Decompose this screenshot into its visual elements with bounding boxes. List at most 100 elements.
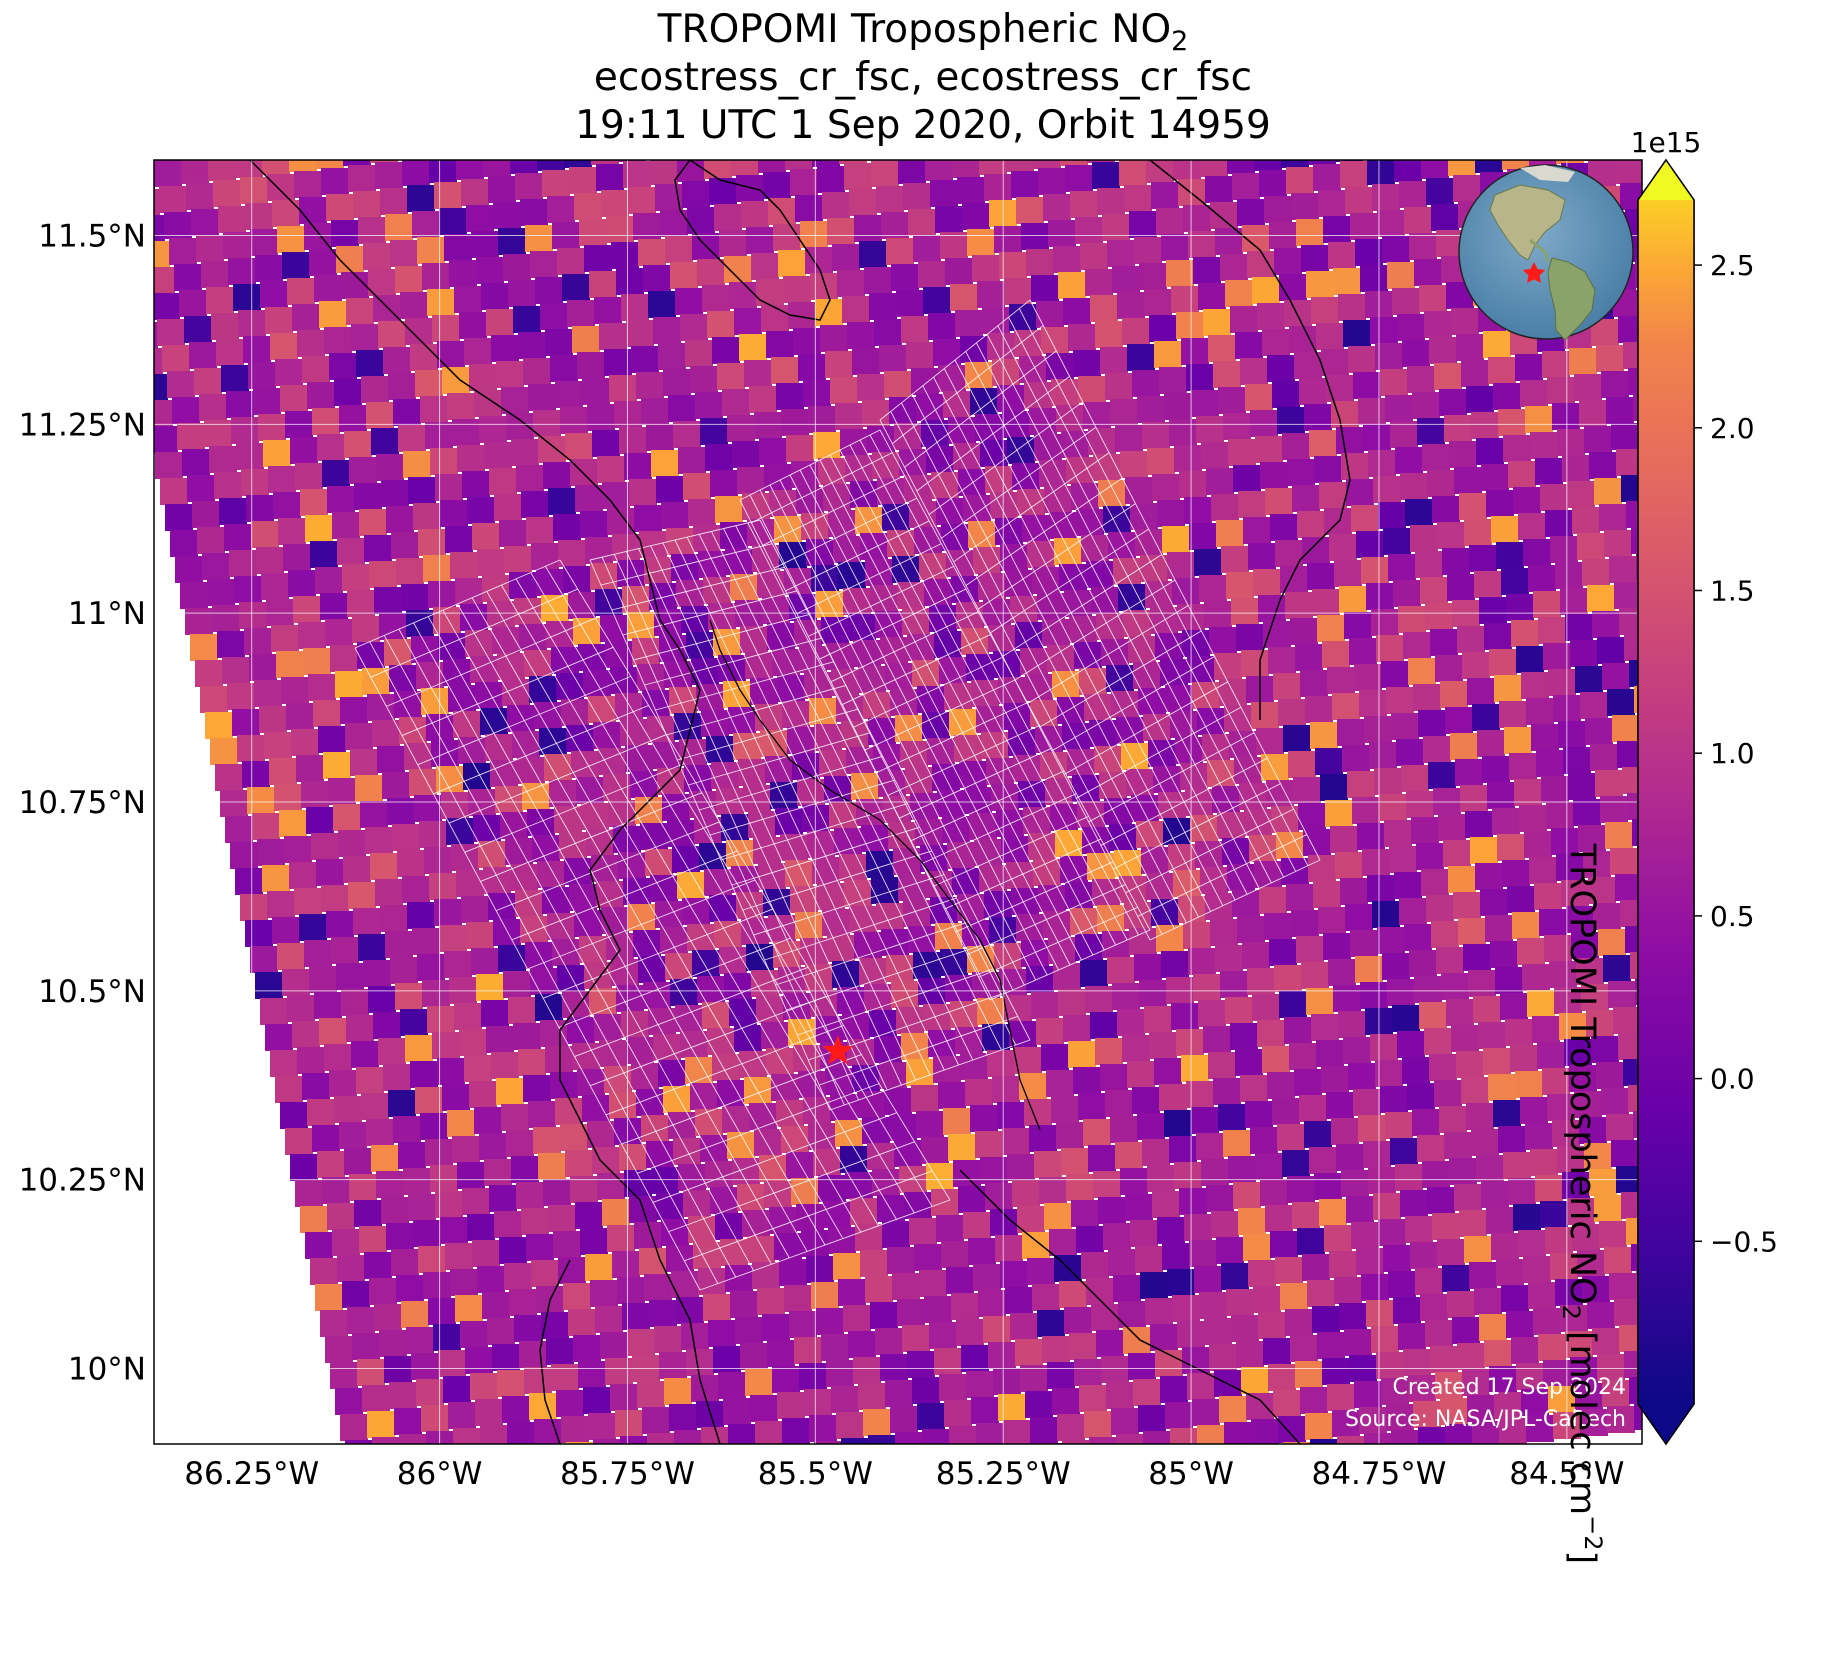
no2-pixel (957, 177, 985, 204)
no2-pixel (1780, 1015, 1808, 1042)
no2-pixel (1053, 246, 1081, 273)
no2-pixel (185, 608, 213, 635)
no2-pixel (1027, 1258, 1055, 1285)
no2-pixel (751, 253, 779, 280)
no2-pixel (1420, 1294, 1448, 1321)
no2-pixel (334, 1096, 362, 1123)
no2-pixel (1098, 480, 1126, 507)
no2-pixel (796, 1204, 824, 1231)
no2-pixel (1308, 855, 1336, 882)
no2-pixel (1742, 1391, 1770, 1418)
no2-pixel (396, 1275, 424, 1302)
no2-pixel (1000, 544, 1028, 571)
no2-pixel (1066, 1174, 1094, 1201)
no2-pixel (325, 619, 353, 646)
no2-pixel (573, 618, 601, 645)
no2-pixel (1776, 1281, 1804, 1308)
no2-pixel (1452, 1317, 1480, 1344)
no2-pixel (1200, 160, 1228, 177)
no2-pixel (1353, 372, 1381, 399)
no2-pixel (863, 1409, 891, 1436)
no2-pixel (928, 313, 956, 340)
no2-pixel (502, 1396, 530, 1423)
no2-pixel (1246, 1393, 1274, 1420)
no2-pixel (1315, 748, 1343, 775)
no2-pixel (1796, 668, 1824, 695)
no2-pixel (331, 220, 359, 247)
no2-pixel (1780, 298, 1808, 325)
no2-pixel (388, 373, 416, 400)
no2-pixel (1081, 1252, 1109, 1279)
no2-pixel (924, 1296, 952, 1323)
no2-pixel (1041, 1044, 1069, 1071)
no2-pixel (1768, 379, 1796, 406)
no2-pixel (535, 277, 563, 304)
no2-pixel (1233, 465, 1261, 492)
no2-pixel (1473, 996, 1501, 1023)
no2-pixel (1572, 1224, 1600, 1251)
no2-pixel (357, 642, 385, 669)
no2-pixel (1837, 1168, 1846, 1195)
no2-pixel (1459, 493, 1487, 520)
no2-pixel (516, 1182, 544, 1209)
no2-pixel (864, 984, 892, 1011)
no2-pixel (349, 457, 377, 484)
no2-pixel (962, 920, 990, 947)
no2-pixel (1605, 822, 1633, 849)
no2-pixel (1353, 1089, 1381, 1116)
no2-pixel (1260, 462, 1288, 489)
no2-pixel (437, 341, 465, 368)
no2-pixel (1398, 1323, 1426, 1350)
no2-pixel (858, 666, 886, 693)
no2-pixel (527, 809, 555, 836)
no2-pixel (1773, 1122, 1801, 1149)
no2-pixel (534, 702, 562, 729)
no2-pixel (234, 576, 262, 603)
no2-pixel (1258, 595, 1286, 622)
no2-pixel (1393, 1297, 1421, 1324)
no2-pixel (310, 1258, 338, 1285)
no2-pixel (346, 1015, 374, 1042)
no2-pixel (685, 340, 713, 367)
no2-pixel (1113, 1275, 1141, 1302)
no2-pixel (742, 1210, 770, 1237)
no2-pixel (1790, 1067, 1818, 1094)
no2-pixel (1256, 1445, 1284, 1472)
no2-pixel (1002, 1128, 1030, 1155)
no2-pixel (351, 1041, 379, 1068)
no2-pixel (567, 300, 595, 327)
no2-pixel (1484, 623, 1512, 650)
no2-pixel (546, 621, 574, 648)
no2-pixel (453, 711, 481, 738)
no2-pixel (684, 765, 712, 792)
no2-pixel (1536, 750, 1564, 777)
no2-pixel (869, 1010, 897, 1037)
no2-pixel (285, 1128, 313, 1155)
no2-pixel (690, 366, 718, 393)
no2-pixel (384, 1356, 412, 1383)
no2-pixel (760, 730, 788, 757)
no2-pixel (548, 488, 576, 515)
no2-pixel (642, 690, 670, 717)
no2-pixel (1734, 489, 1762, 516)
no2-pixel (1154, 1058, 1182, 1085)
no2-pixel (939, 1374, 967, 1401)
no2-pixel (905, 1484, 933, 1494)
no2-pixel (1045, 778, 1073, 805)
no2-pixel (1480, 889, 1508, 916)
no2-pixel (306, 807, 334, 834)
no2-pixel (1567, 481, 1595, 508)
no2-pixel (1059, 564, 1087, 591)
no2-pixel (1775, 272, 1803, 299)
no2-pixel (634, 505, 662, 532)
no2-pixel (1320, 774, 1348, 801)
no2-pixel (666, 1245, 694, 1272)
no2-pixel (672, 846, 700, 873)
no2-pixel (622, 1303, 650, 1330)
no2-pixel (754, 412, 782, 439)
no2-pixel (201, 261, 229, 288)
no2-pixel (407, 902, 435, 929)
no2-pixel (963, 1212, 991, 1239)
no2-pixel (432, 315, 460, 342)
no2-pixel (1224, 705, 1252, 732)
